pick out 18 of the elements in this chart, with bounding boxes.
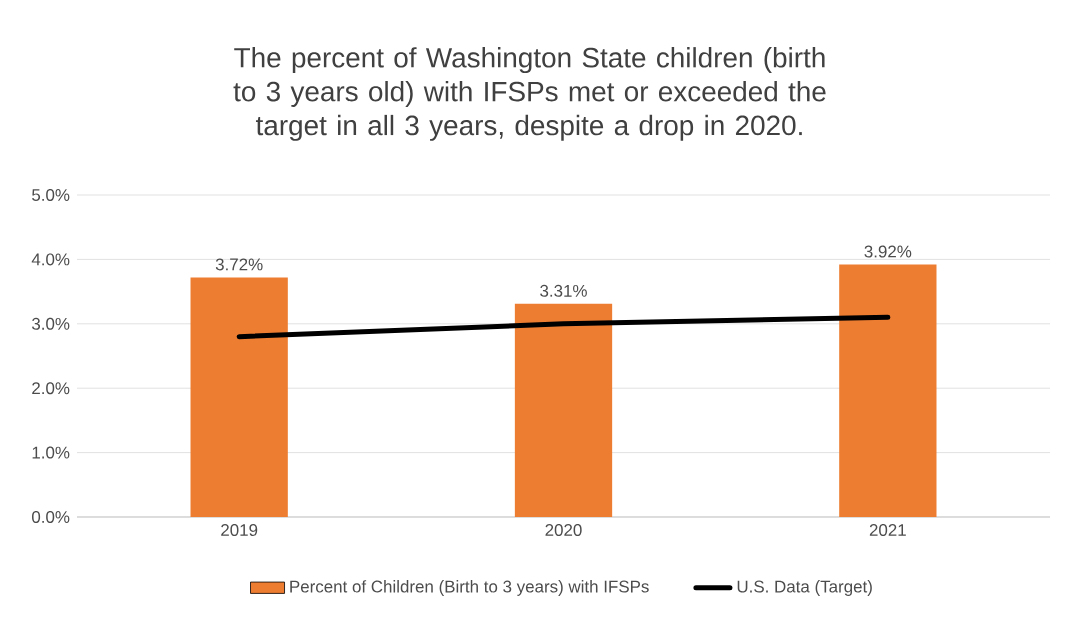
bar bbox=[190, 277, 288, 517]
legend-label: Percent of Children (Birth to 3 years) with IFSPs bbox=[290, 580, 649, 596]
y-tick-label: 3.0% bbox=[32, 317, 70, 330]
data-label: 3.92% bbox=[864, 245, 912, 258]
bar bbox=[514, 303, 613, 517]
y-tick-label: 4.0% bbox=[31, 253, 70, 266]
bar bbox=[839, 264, 937, 517]
y-tick-label: 0.0% bbox=[32, 511, 70, 523]
y-tick-label: 1.0% bbox=[32, 446, 70, 459]
x-tick-label: 2021 bbox=[869, 524, 906, 537]
x-tick-label: 2020 bbox=[545, 524, 582, 537]
x-tick-label: 2019 bbox=[221, 524, 258, 537]
chart-title: The percent of Washington State children (birth to 3 years old) with IFSPs met or exceeded the target in all 3 years, despite a drop in 2020. bbox=[233, 47, 826, 141]
legend-label: U.S. Data (Target) bbox=[737, 580, 872, 596]
y-tick-label: 5.0% bbox=[32, 189, 70, 201]
data-label: 3.72% bbox=[215, 258, 263, 271]
data-label: 3.31% bbox=[540, 284, 587, 297]
y-tick-label: 2.0% bbox=[32, 382, 70, 395]
